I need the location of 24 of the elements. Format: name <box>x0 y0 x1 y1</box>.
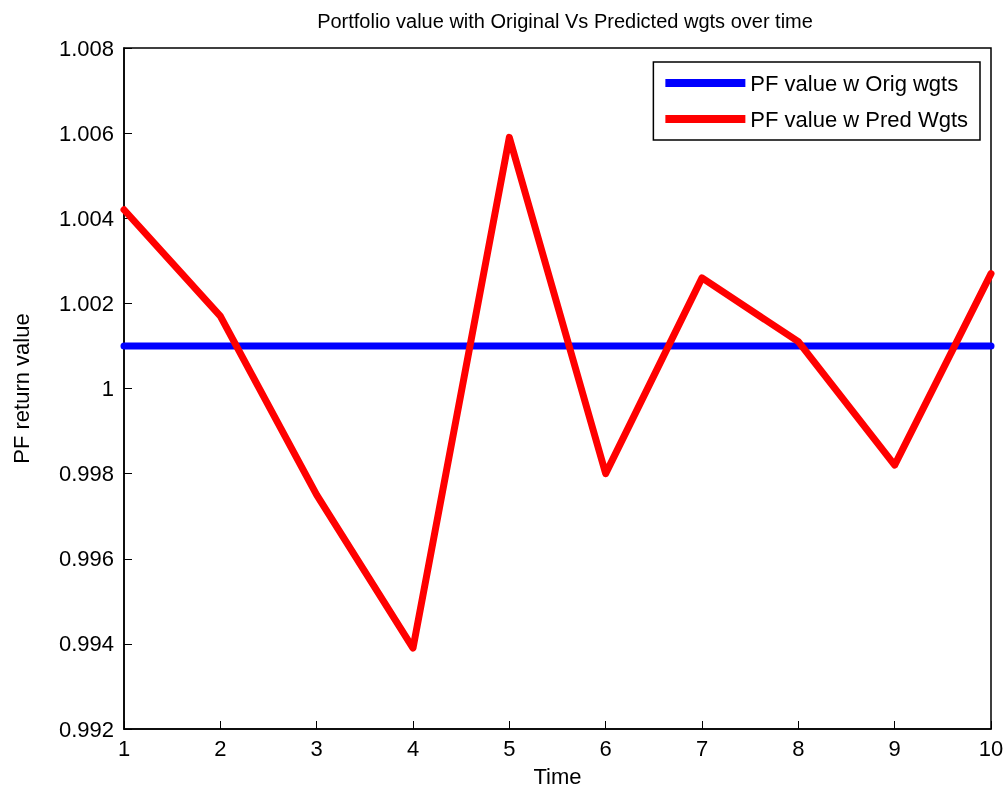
x-tick-label: 4 <box>406 735 420 761</box>
x-tick-label: 2 <box>214 735 227 761</box>
y-tick-label: 1.006 <box>58 120 114 146</box>
y-tick-label: 0.994 <box>58 631 114 657</box>
y-tick-label: 1.002 <box>58 290 114 316</box>
y-tick-label: 1.008 <box>58 35 114 61</box>
legend-label: PF value w Orig wgts <box>750 70 959 96</box>
x-tick-label: 10 <box>978 735 1004 761</box>
x-tick-label: 5 <box>503 735 516 761</box>
y-tick-label: 1.004 <box>58 205 114 231</box>
chart-title: Portfolio value with Original Vs Predicted wgts over time <box>317 10 813 32</box>
y-tick-label: 1 <box>101 376 114 401</box>
x-tick-label: 1 <box>117 735 131 761</box>
x-tick-label: 6 <box>599 735 612 761</box>
x-tick-label: 3 <box>310 735 323 761</box>
x-axis-title: Time <box>533 763 582 789</box>
x-tick-label: 7 <box>695 735 709 761</box>
y-tick-label: 0.998 <box>58 461 114 487</box>
y-axis-title: PF return value <box>8 313 34 464</box>
x-tick-label: 9 <box>888 735 901 761</box>
x-tick-label: 8 <box>792 735 805 761</box>
y-tick-label: 0.996 <box>58 546 114 572</box>
legend-label: PF value w Pred Wgts <box>750 106 969 132</box>
y-tick-label: 0.992 <box>58 716 114 742</box>
